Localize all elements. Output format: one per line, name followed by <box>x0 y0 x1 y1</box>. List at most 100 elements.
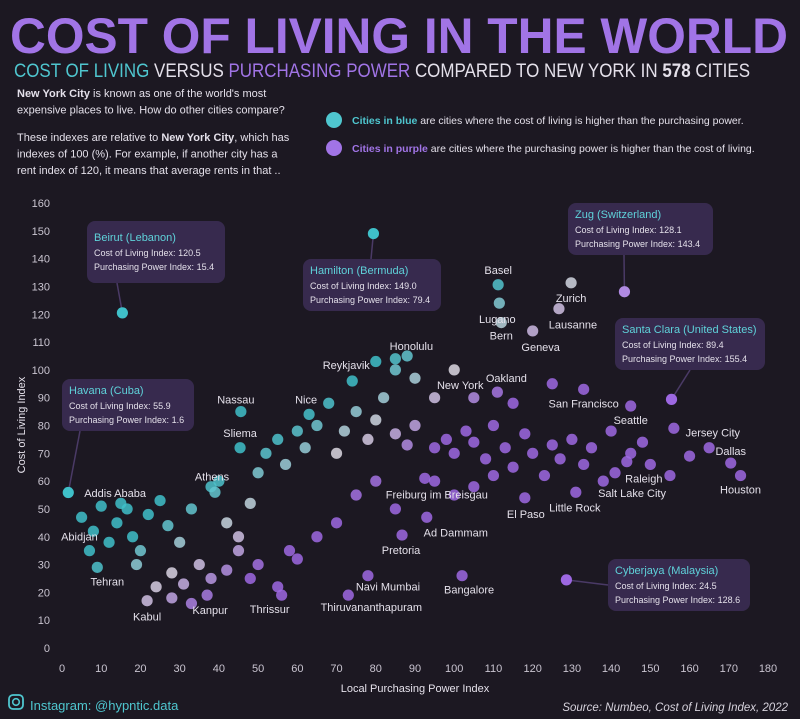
city-point <box>235 405 247 418</box>
city-point <box>636 436 649 448</box>
city-point <box>429 475 441 487</box>
city-point <box>396 529 408 541</box>
city-label: New York <box>437 380 484 392</box>
annotation-box <box>87 221 225 283</box>
city-point <box>279 458 292 471</box>
legend-swatch <box>326 140 342 156</box>
city-point <box>401 350 413 362</box>
subtitle-part: COMPARED TO NEW YORK IN <box>410 61 662 82</box>
x-tick-label: 0 <box>59 663 65 675</box>
city-point <box>121 503 133 515</box>
city-label: Ad Dammam <box>424 527 488 539</box>
city-point <box>166 567 178 579</box>
y-tick-label: 90 <box>38 393 50 405</box>
city-label: Lugano <box>479 314 516 326</box>
annotation-value: 15.4 <box>197 262 215 272</box>
x-tick-label: 10 <box>95 663 107 675</box>
city-point <box>585 442 598 454</box>
city-point <box>154 494 166 507</box>
footer-source: Source: Numbeo, Cost of Living Index, 20… <box>562 702 788 714</box>
city-label: Bangalore <box>444 585 494 597</box>
city-label: Nassau <box>217 395 254 407</box>
city-point <box>378 392 390 404</box>
city-point <box>389 353 401 365</box>
annotation-line: Cost of Living Index: 24.5 <box>615 581 717 591</box>
city-point <box>519 428 531 440</box>
city-point <box>440 433 452 446</box>
annotation-line: Purchasing Power Index: 15.4 <box>94 262 214 272</box>
city-label: Addis Ababa <box>84 488 147 500</box>
annotation-label: Purchasing Power Index: <box>69 415 169 425</box>
y-tick-label: 20 <box>38 587 50 599</box>
city-point <box>338 425 350 437</box>
x-tick-label: 100 <box>445 663 463 675</box>
chart-title: COST OF LIVING IN THE WORLD <box>10 8 788 64</box>
x-tick-label: 80 <box>370 663 382 675</box>
city-point <box>703 442 715 454</box>
city-point <box>664 469 676 482</box>
x-tick-label: 20 <box>134 663 146 675</box>
city-point <box>409 372 421 384</box>
city-label: Salt Lake City <box>598 488 666 500</box>
annotation-value: 149.0 <box>394 281 417 291</box>
annotation-line: Purchasing Power Index: 128.6 <box>615 595 740 605</box>
intro-part: rent index of 120, it means that average… <box>17 165 281 177</box>
annotation-value: 79.4 <box>413 295 431 305</box>
annotated-point <box>665 393 678 405</box>
subtitle-part: CITIES <box>691 61 750 82</box>
city-point <box>499 442 511 454</box>
city-point <box>272 581 284 593</box>
city-point <box>252 467 264 479</box>
city-point <box>570 486 582 498</box>
annotation-box <box>62 379 194 431</box>
annotation-value: 89.4 <box>706 340 724 350</box>
annotation-label: Cost of Living Index: <box>615 581 697 591</box>
city-point <box>330 447 343 459</box>
x-axis-label: Local Purchasing Power Index <box>341 683 490 695</box>
city-point <box>389 364 401 376</box>
city-point <box>389 503 401 515</box>
city-point <box>76 511 88 523</box>
annotation-value: 120.5 <box>178 248 201 258</box>
x-tick-label: 60 <box>291 663 303 675</box>
annotated-point <box>618 286 631 298</box>
city-label: Oakland <box>486 373 527 385</box>
city-label: Kanpur <box>192 605 228 617</box>
intro-part: These indexes are relative to <box>17 132 161 144</box>
annotation-label: Purchasing Power Index: <box>622 354 722 364</box>
city-point <box>130 558 143 571</box>
city-point <box>491 386 503 398</box>
legend-label: are cities where the purchasing power is… <box>428 143 755 155</box>
annotation-label: Cost of Living Index: <box>622 340 704 350</box>
city-point <box>389 428 401 440</box>
annotation-line: Cost of Living Index: 89.4 <box>622 340 724 350</box>
subtitle-part: COST OF LIVING <box>14 61 149 82</box>
city-point <box>538 469 551 482</box>
city-point <box>621 456 633 468</box>
city-label: Zurich <box>556 293 587 305</box>
city-point <box>480 453 492 465</box>
city-point <box>683 450 696 462</box>
y-tick-label: 0 <box>44 643 50 655</box>
city-point <box>468 392 480 404</box>
city-label: Jersey City <box>686 427 741 439</box>
city-point <box>493 297 505 309</box>
city-point <box>456 570 468 582</box>
city-point <box>232 545 245 557</box>
x-tick-label: 110 <box>485 663 503 675</box>
city-point <box>83 545 96 557</box>
y-tick-label: 140 <box>32 254 50 266</box>
subtitle-part: VERSUS <box>149 61 228 82</box>
annotation-value: 155.4 <box>725 354 748 364</box>
annotation-line: Cost of Living Index: 55.9 <box>69 401 171 411</box>
city-label: Freiburg im Breisgau <box>386 489 488 501</box>
city-point <box>342 589 354 601</box>
intro-part: New York City <box>17 88 91 100</box>
city-point <box>527 447 539 459</box>
city-point <box>468 436 480 448</box>
city-point <box>668 422 680 434</box>
subtitle: COST OF LIVING VERSUS PURCHASING POWER C… <box>14 61 750 82</box>
city-point <box>460 425 472 437</box>
city-label: Abidjan <box>61 532 98 544</box>
